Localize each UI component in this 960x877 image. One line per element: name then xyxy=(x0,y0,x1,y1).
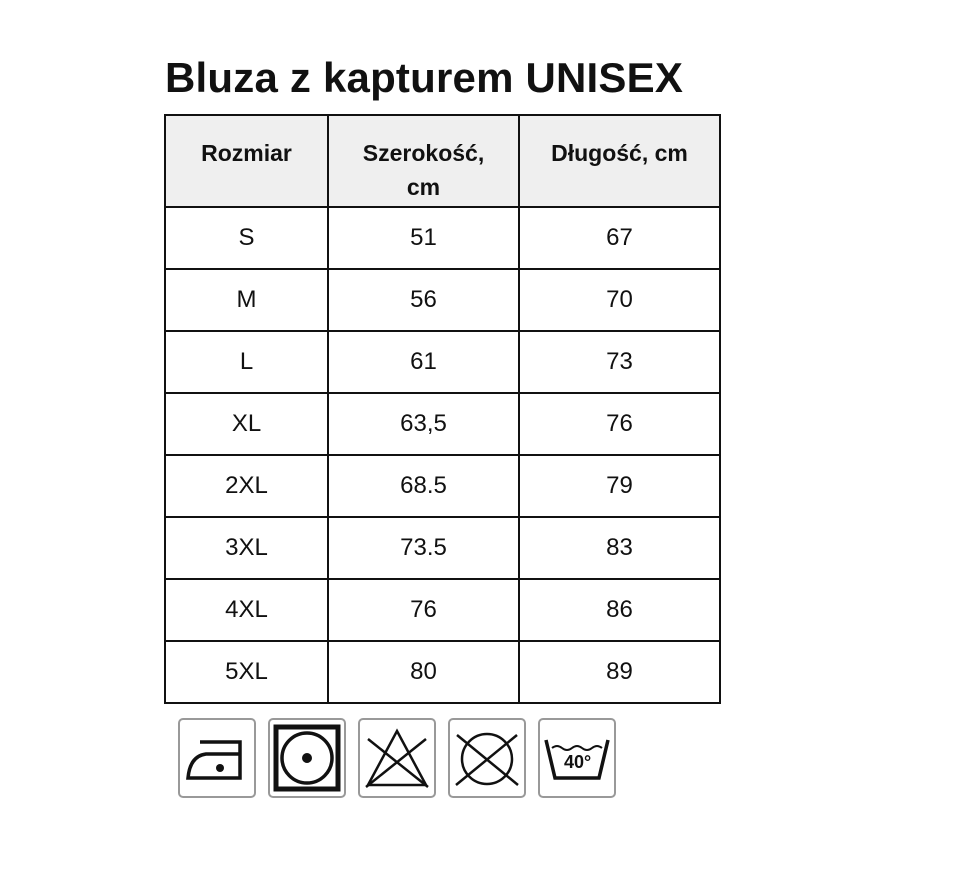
size-cell: 5XL xyxy=(164,640,329,704)
width-cell: 56 xyxy=(327,268,520,332)
wash-temperature: 40° xyxy=(564,752,592,772)
length-cell: 70 xyxy=(518,268,721,332)
table-header-row: Rozmiar Szerokość, cm Długość, cm xyxy=(164,114,721,208)
size-cell: M xyxy=(164,268,329,332)
table-row: 2XL 68.5 79 xyxy=(164,454,721,518)
width-cell: 51 xyxy=(327,206,520,270)
page-title: Bluza z kapturem UNISEX xyxy=(165,54,684,101)
width-cell: 61 xyxy=(327,330,520,394)
size-cell: 3XL xyxy=(164,516,329,580)
header-size: Rozmiar xyxy=(164,114,329,208)
header-length-label: Długość, cm xyxy=(551,140,688,166)
table-row: 4XL 76 86 xyxy=(164,578,721,642)
length-cell: 89 xyxy=(518,640,721,704)
length-cell: 73 xyxy=(518,330,721,394)
size-cell: 4XL xyxy=(164,578,329,642)
length-cell: 83 xyxy=(518,516,721,580)
header-width-label: Szerokość, cm xyxy=(362,140,485,200)
width-cell: 80 xyxy=(327,640,520,704)
width-cell: 63,5 xyxy=(327,392,520,456)
header-width: Szerokość, cm xyxy=(327,114,520,208)
width-cell: 76 xyxy=(327,578,520,642)
table-row: 5XL 80 89 xyxy=(164,640,721,704)
no-bleach-icon xyxy=(358,718,436,798)
no-dry-clean-icon xyxy=(448,718,526,798)
size-cell: XL xyxy=(164,392,329,456)
table-row: S 51 67 xyxy=(164,206,721,270)
tumble-dry-icon xyxy=(268,718,346,798)
length-cell: 79 xyxy=(518,454,721,518)
size-cell: S xyxy=(164,206,329,270)
table-row: M 56 70 xyxy=(164,268,721,332)
table-row: 3XL 73.5 83 xyxy=(164,516,721,580)
size-table: Rozmiar Szerokość, cm Długość, cm S 51 67 M… xyxy=(164,114,721,704)
table-row: L 61 73 xyxy=(164,330,721,394)
length-cell: 76 xyxy=(518,392,721,456)
size-cell: 2XL xyxy=(164,454,329,518)
length-cell: 67 xyxy=(518,206,721,270)
size-cell: L xyxy=(164,330,329,394)
width-cell: 68.5 xyxy=(327,454,520,518)
wash-40-icon: 40° xyxy=(538,718,616,798)
header-length: Długość, cm xyxy=(518,114,721,208)
care-icons: 40° xyxy=(178,718,616,798)
length-cell: 86 xyxy=(518,578,721,642)
iron-low-icon xyxy=(178,718,256,798)
width-cell: 73.5 xyxy=(327,516,520,580)
table-row: XL 63,5 76 xyxy=(164,392,721,456)
